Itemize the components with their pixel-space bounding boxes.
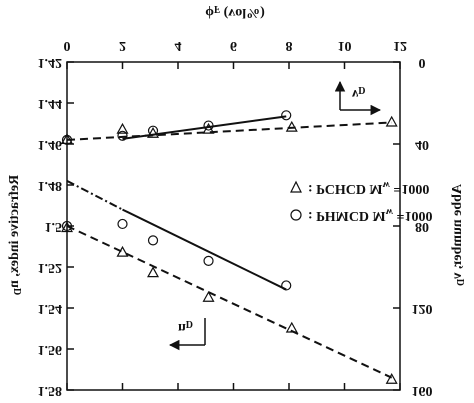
data-point: [147, 125, 159, 136]
legend-suffix: =1000: [390, 181, 429, 196]
y2-axis-title: Abbe number, νD: [450, 184, 467, 286]
annotation: nD: [178, 318, 193, 335]
data-point: [202, 291, 215, 302]
data-point: [147, 127, 160, 138]
y2-tick-label: 40: [415, 137, 429, 152]
data-point: [117, 130, 128, 141]
fit-line: [66, 180, 123, 211]
y-tick-label: 1.56: [38, 342, 63, 357]
data-point: [281, 280, 292, 291]
legend-label: : PHMCD Mw =1000: [308, 206, 432, 223]
x-tick-label: 0: [64, 38, 71, 53]
y2-tick-label: 80: [415, 219, 429, 234]
x-tick-label: 6: [230, 38, 237, 53]
data-point: [203, 255, 214, 266]
legend-sub: w: [383, 179, 391, 190]
y-tick-label: 1.48: [38, 178, 63, 193]
legend-sub: w: [386, 206, 394, 217]
y-tick-label: 1.5: [45, 219, 63, 234]
data-point: [281, 110, 292, 121]
data-point: [61, 220, 73, 232]
y-tick-label: 1.52: [38, 260, 63, 275]
y-tick-label: 1.54: [38, 301, 63, 316]
data-point: [116, 122, 129, 134]
fit-line: [66, 121, 392, 141]
y-axis-title: Refractive index, nD: [7, 175, 24, 295]
legend-marker: [290, 209, 302, 221]
x-axis-title: ϕF (vol%): [205, 3, 265, 20]
data-point: [203, 120, 214, 131]
data-point: [116, 245, 129, 257]
data-point: [147, 266, 160, 278]
data-point: [60, 221, 74, 233]
plot-frame: [66, 61, 401, 391]
data-point: [202, 122, 215, 134]
annotation: νD: [351, 84, 366, 101]
data-point: [147, 235, 159, 246]
x-tick-label: 10: [338, 38, 352, 53]
data-point: [61, 134, 73, 145]
data-point: [285, 321, 298, 333]
y-tick-label: 1.46: [38, 137, 63, 152]
y-tick-label: 1.42: [38, 55, 63, 70]
x-tick-label: 4: [175, 38, 182, 53]
fit-line: [66, 225, 393, 379]
data-point: [60, 133, 74, 144]
y-tick-label: 1.58: [38, 383, 63, 398]
y2-tick-label: 120: [412, 301, 433, 316]
y-tick-label: 1.44: [38, 96, 63, 111]
legend-suffix: =1000: [393, 208, 432, 223]
y2-tick-label: 160: [412, 383, 433, 398]
data-point: [385, 373, 398, 384]
x-tick-label: 2: [119, 38, 126, 53]
y2-tick-label: 0: [419, 55, 426, 70]
data-point: [285, 120, 298, 132]
data-point: [117, 218, 128, 230]
data-point: [385, 115, 398, 127]
legend-text: : PCHCD M: [308, 181, 383, 196]
legend-label: : PCHCD Mw =1000: [308, 179, 429, 196]
x-tick-label: 12: [393, 38, 407, 53]
legend-marker: [290, 180, 302, 193]
fit-line: [122, 208, 287, 291]
legend-text: : PHMCD M: [308, 208, 386, 223]
x-tick-label: 8: [286, 38, 293, 53]
